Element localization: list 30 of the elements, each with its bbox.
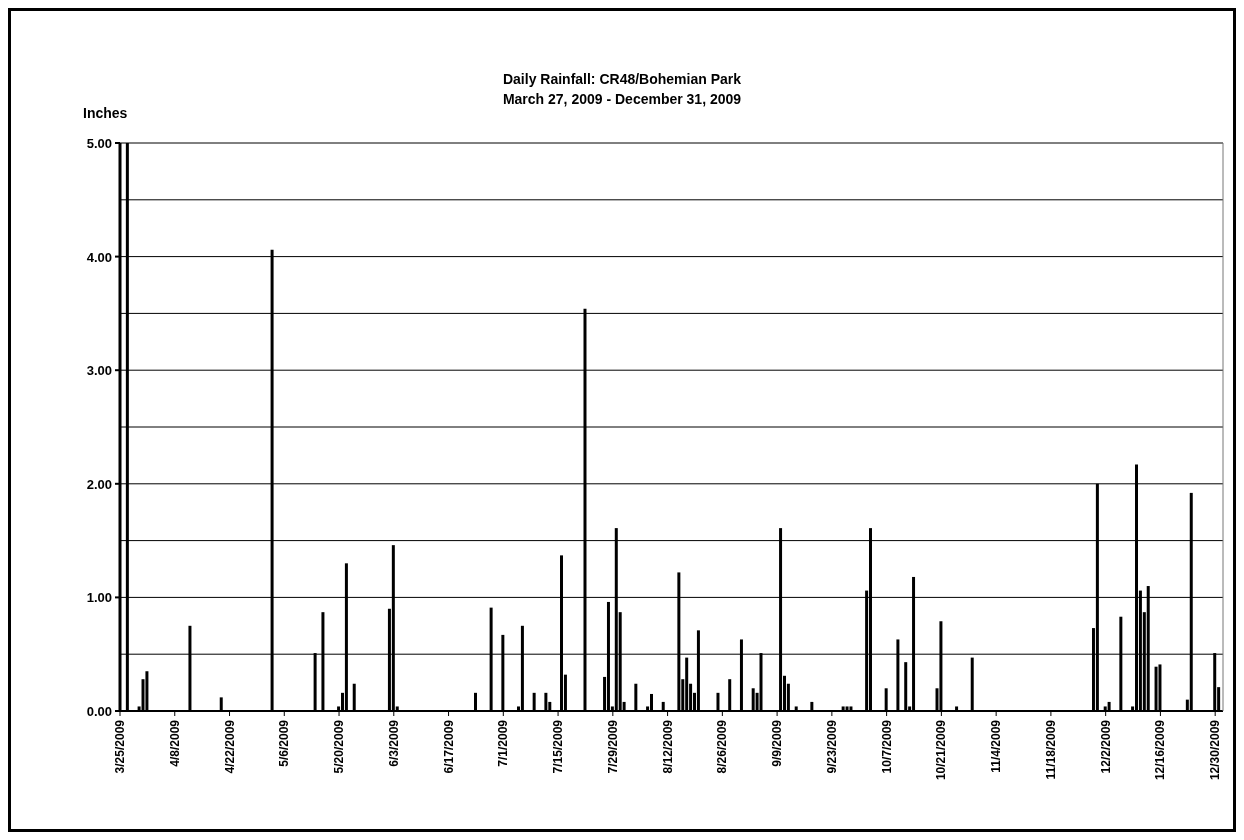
y-tick-label: 2.00 bbox=[86, 476, 112, 492]
y-axis-title: Inches bbox=[83, 105, 128, 121]
x-tick-label: 5/6/2009 bbox=[277, 719, 292, 767]
x-tick-label: 10/21/2009 bbox=[934, 719, 949, 781]
x-tick-label: 4/8/2009 bbox=[167, 719, 182, 767]
x-tick-label: 6/17/2009 bbox=[441, 719, 456, 774]
x-tick-label: 8/26/2009 bbox=[715, 719, 730, 774]
chart-subtitle: March 27, 2009 - December 31, 2009 bbox=[502, 91, 742, 107]
x-tick-label: 3/25/2009 bbox=[113, 719, 127, 774]
x-tick-label: 8/12/2009 bbox=[660, 719, 675, 774]
y-tick-label: 3.00 bbox=[86, 363, 112, 379]
x-tick-label: 11/4/2009 bbox=[989, 719, 1004, 773]
x-tick-label: 11/18/2009 bbox=[1043, 719, 1058, 780]
x-tick-label: 7/1/2009 bbox=[496, 719, 511, 767]
y-tick-label: 0.00 bbox=[86, 704, 112, 719]
y-tick-label: 4.00 bbox=[86, 249, 112, 265]
x-tick-label: 12/30/2009 bbox=[1208, 719, 1223, 781]
x-tick-label: 12/2/2009 bbox=[1098, 719, 1113, 774]
x-tick-label: 6/3/2009 bbox=[386, 719, 401, 767]
x-tick-label: 7/29/2009 bbox=[605, 719, 620, 774]
y-tick-label: 5.00 bbox=[86, 136, 112, 151]
x-tick-label: 7/15/2009 bbox=[551, 719, 566, 774]
chart-title: Daily Rainfall: CR48/Bohemian Park bbox=[501, 71, 743, 87]
x-tick-label: 9/9/2009 bbox=[770, 719, 785, 767]
x-tick-label: 4/22/2009 bbox=[222, 719, 237, 774]
x-tick-label: 9/23/2009 bbox=[824, 719, 839, 774]
x-tick-label: 10/7/2009 bbox=[879, 719, 894, 774]
y-tick-label: 1.00 bbox=[86, 590, 112, 606]
x-tick-label: 5/20/2009 bbox=[332, 719, 347, 774]
x-tick-label: 12/16/2009 bbox=[1153, 719, 1168, 781]
